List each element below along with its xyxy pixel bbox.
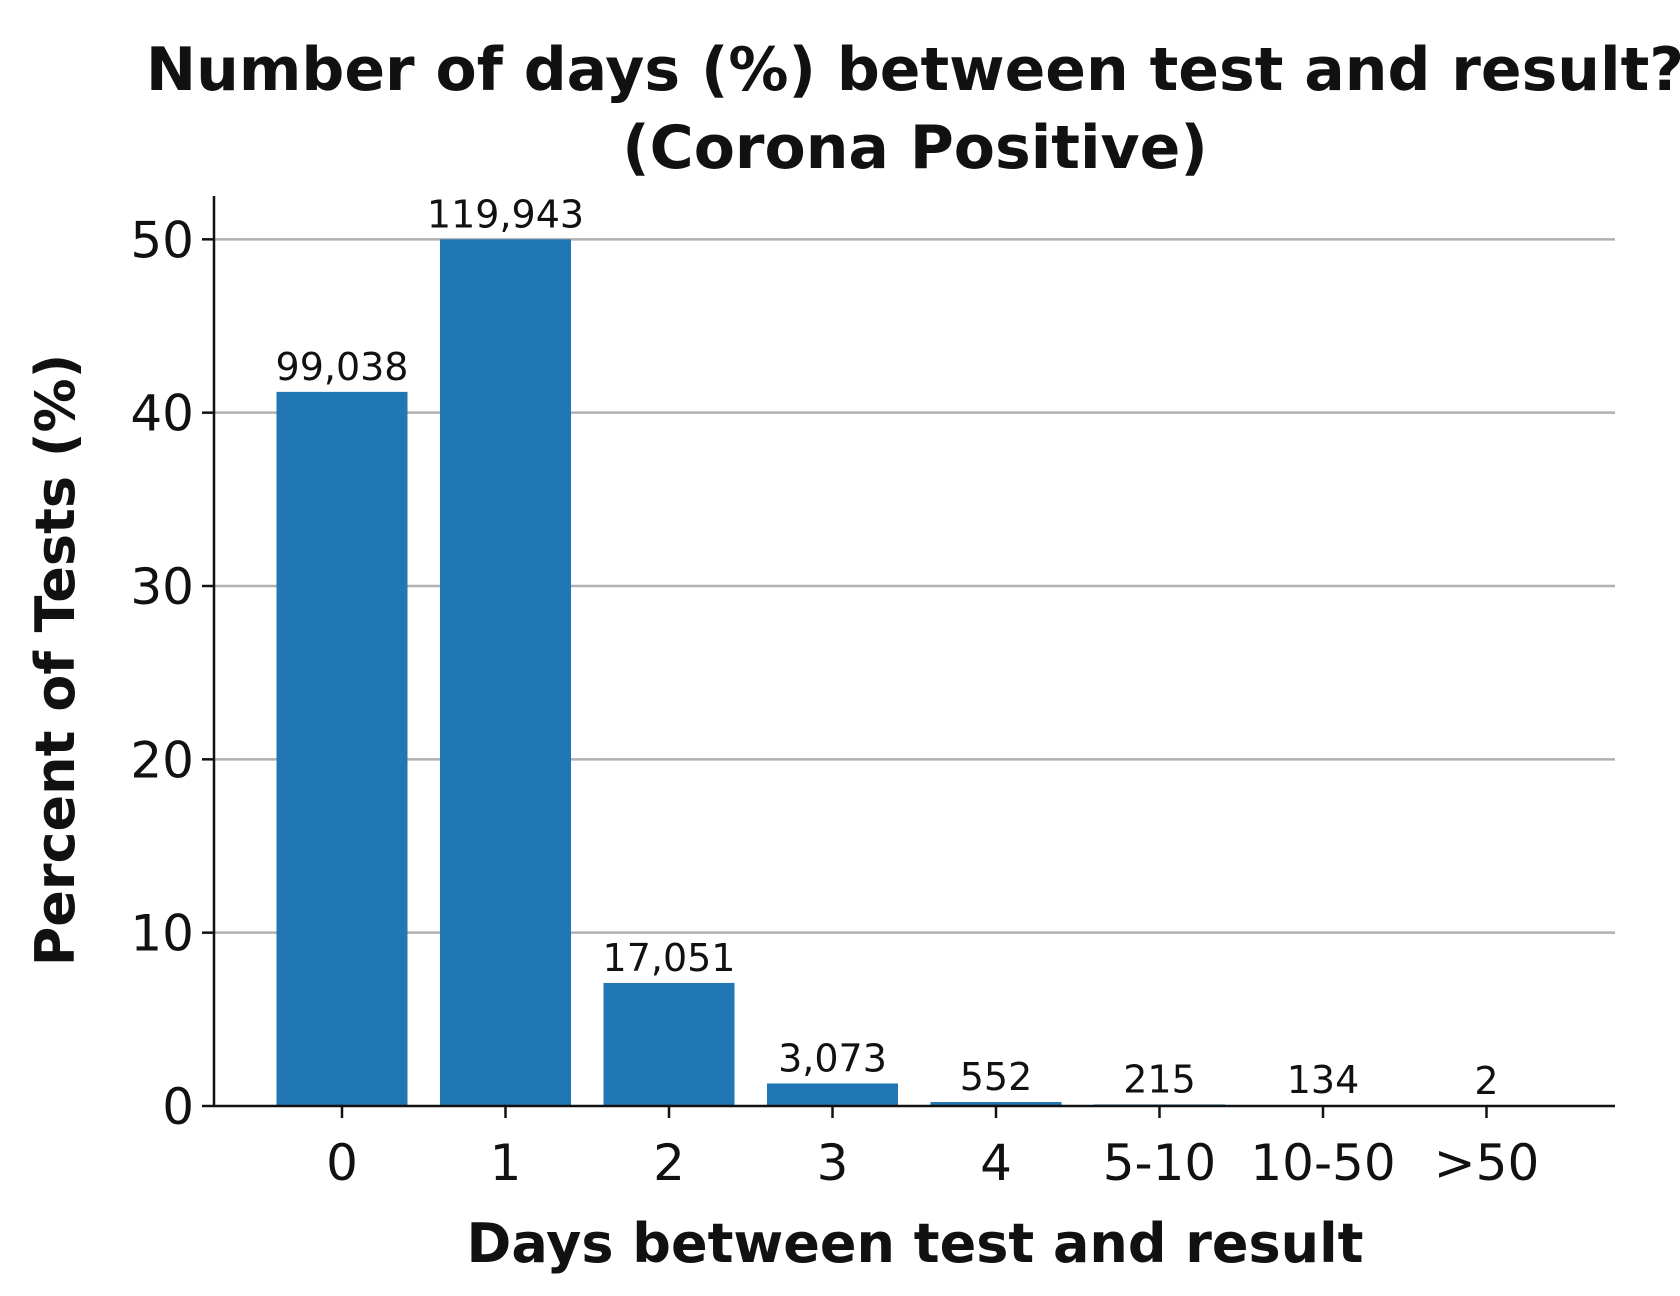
data-labels: 99,038 119,943 17,051 3,073 552 215 134 2 [276,192,1499,1103]
bar-data-label: 215 [1123,1057,1196,1101]
y-axis-title: Percent of Tests (%) [24,354,87,967]
y-tick-label: 20 [130,731,194,789]
bar-data-label: 17,051 [603,936,736,980]
gridlines [214,238,1615,934]
chart-title-line-1: Number of days (%) between test and resu… [146,35,1680,105]
x-tick-label: 3 [817,1134,849,1192]
chart-title: Number of days (%) between test and resu… [146,35,1680,183]
bar-data-label: 134 [1287,1058,1360,1102]
bar [440,239,571,1107]
bar [930,1102,1062,1106]
bar [603,982,735,1106]
bar [767,1083,898,1106]
x-tick-label: 0 [326,1134,358,1192]
x-tick-label: 5-10 [1103,1134,1216,1192]
y-tick-label: 10 [130,905,194,963]
bar-data-label: 99,038 [276,345,409,389]
x-tick-label: 4 [980,1134,1012,1192]
y-tick-label: 30 [130,558,194,616]
x-tick-label: 2 [653,1134,685,1192]
x-tick-label: 10-50 [1250,1134,1395,1192]
chart-title-line-2: (Corona Positive) [622,113,1208,183]
x-axis-title: Days between test and result [467,1212,1364,1275]
x-axis-ticks: 0 1 2 3 4 5-10 10-50 >50 [326,1106,1539,1192]
x-tick-label: >50 [1434,1134,1540,1192]
bar-data-label: 119,943 [427,192,584,236]
y-tick-label: 40 [130,385,194,443]
bars [276,239,1552,1107]
bar-data-label: 552 [960,1055,1033,1099]
y-tick-label: 0 [162,1078,194,1136]
y-tick-label: 50 [130,211,194,269]
bar-data-label: 3,073 [778,1036,887,1080]
x-tick-label: 1 [490,1134,522,1192]
axes [212,196,1615,1108]
bar [276,391,408,1106]
bar-data-label: 2 [1474,1059,1498,1103]
y-axis-ticks: 0 10 20 30 40 50 [130,211,214,1136]
